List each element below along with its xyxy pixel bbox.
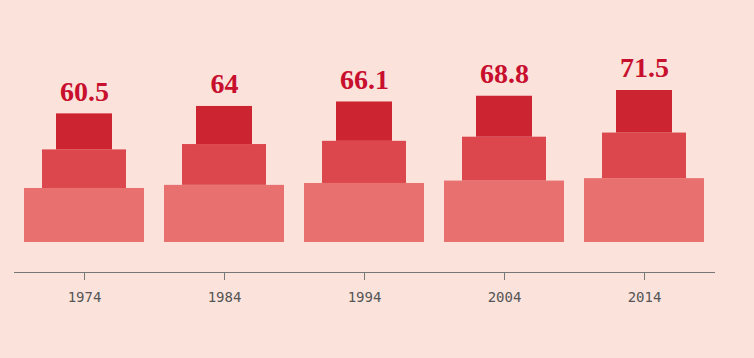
svg-text:64: 64 xyxy=(211,68,239,99)
svg-text:2004: 2004 xyxy=(488,289,522,305)
svg-text:60.5: 60.5 xyxy=(60,76,109,107)
svg-text:2014: 2014 xyxy=(628,289,662,305)
svg-text:1974: 1974 xyxy=(68,289,102,305)
svg-text:66.1: 66.1 xyxy=(340,64,389,95)
svg-text:1984: 1984 xyxy=(208,289,242,305)
svg-text:68.8: 68.8 xyxy=(480,58,529,89)
svg-text:71.5: 71.5 xyxy=(620,52,669,83)
svg-text:1994: 1994 xyxy=(348,289,382,305)
